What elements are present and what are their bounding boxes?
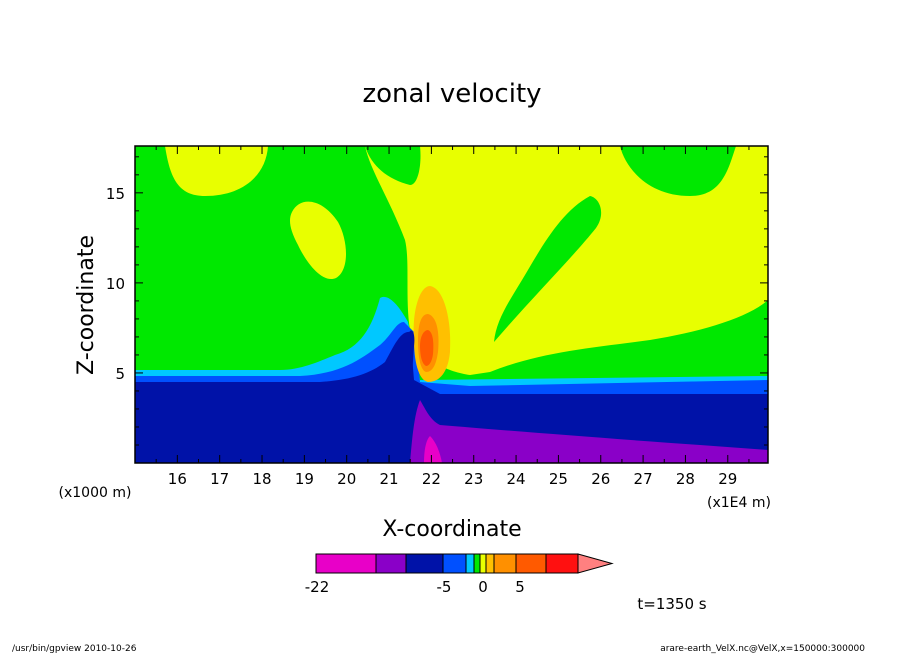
contour-darkorange [420,330,434,366]
x-tick-label: 25 [549,470,568,488]
x-tick-label: 29 [718,470,737,488]
colorbar-segment [442,553,467,574]
contour-green-streak [494,196,602,342]
x-tick-label: 24 [507,470,526,488]
colorbar-label-neg5: -5 [437,578,452,596]
x-tick-label: 22 [422,470,441,488]
colorbar-label-min: -22 [305,578,330,596]
x-unit-label: (x1E4 m) [707,495,771,511]
colorbar-segment [465,553,475,574]
y-tick-label: 10 [106,275,125,293]
colorbar-labels: -22 -5 0 5 [305,578,525,596]
x-tick-label: 20 [337,470,356,488]
y-tick-label: 15 [106,185,125,203]
contour-yellow-blob [290,201,346,280]
colorbar-label-5: 5 [515,578,525,596]
y-unit-label: (x1000 m) [59,485,132,501]
footer-left: /usr/bin/gpview 2010-10-26 [12,644,137,654]
plot-frame [134,145,769,464]
contour-yellow-upper [268,146,768,375]
colorbar-segment [485,553,495,574]
x-axis-label: X-coordinate [382,517,521,542]
x-tick-label: 21 [379,470,398,488]
time-label: t=1350 s [637,595,706,613]
colorbar-segment [405,553,444,574]
colorbar-segment [493,553,517,574]
colorbar-segment [315,553,377,574]
chart-title: zonal velocity [362,79,541,109]
y-axis-label: Z-coordinate [74,235,99,375]
x-ticks: 16 17 18 19 20 21 22 23 24 25 26 27 28 29 [155,146,750,488]
x-tick-label: 16 [168,470,187,488]
colorbar-segment [375,553,407,574]
x-tick-label: 23 [464,470,483,488]
x-tick-label: 28 [676,470,695,488]
colorbar-segment [545,553,579,574]
contour-magenta [424,436,442,463]
x-tick-label: 27 [634,470,653,488]
x-tick-label: 19 [295,470,314,488]
contour-purple [410,400,768,463]
colorbar-label-zero: 0 [478,578,488,596]
colorbar-segment [479,553,487,574]
colorbar-segment [515,553,547,574]
contour-darkblue-wave [398,330,415,444]
footer-right: arare-earth_VelX.nc@VelX,x=150000:300000 [660,644,865,654]
colorbar [315,553,614,574]
x-tick-label: 18 [252,470,271,488]
x-tick-label: 26 [591,470,610,488]
contour-green-toplobe [365,146,421,185]
contour-field [135,146,768,463]
y-tick-label: 5 [115,365,125,383]
plot-area: 16 17 18 19 20 21 22 23 24 25 26 27 28 29 5 10 15 [106,145,769,488]
colorbar-segment [473,553,481,574]
contour-yellow-topleft [165,146,268,196]
x-tick-label: 17 [210,470,229,488]
y-ticks: 5 10 15 [106,156,768,446]
colorbar-segment [577,553,614,574]
